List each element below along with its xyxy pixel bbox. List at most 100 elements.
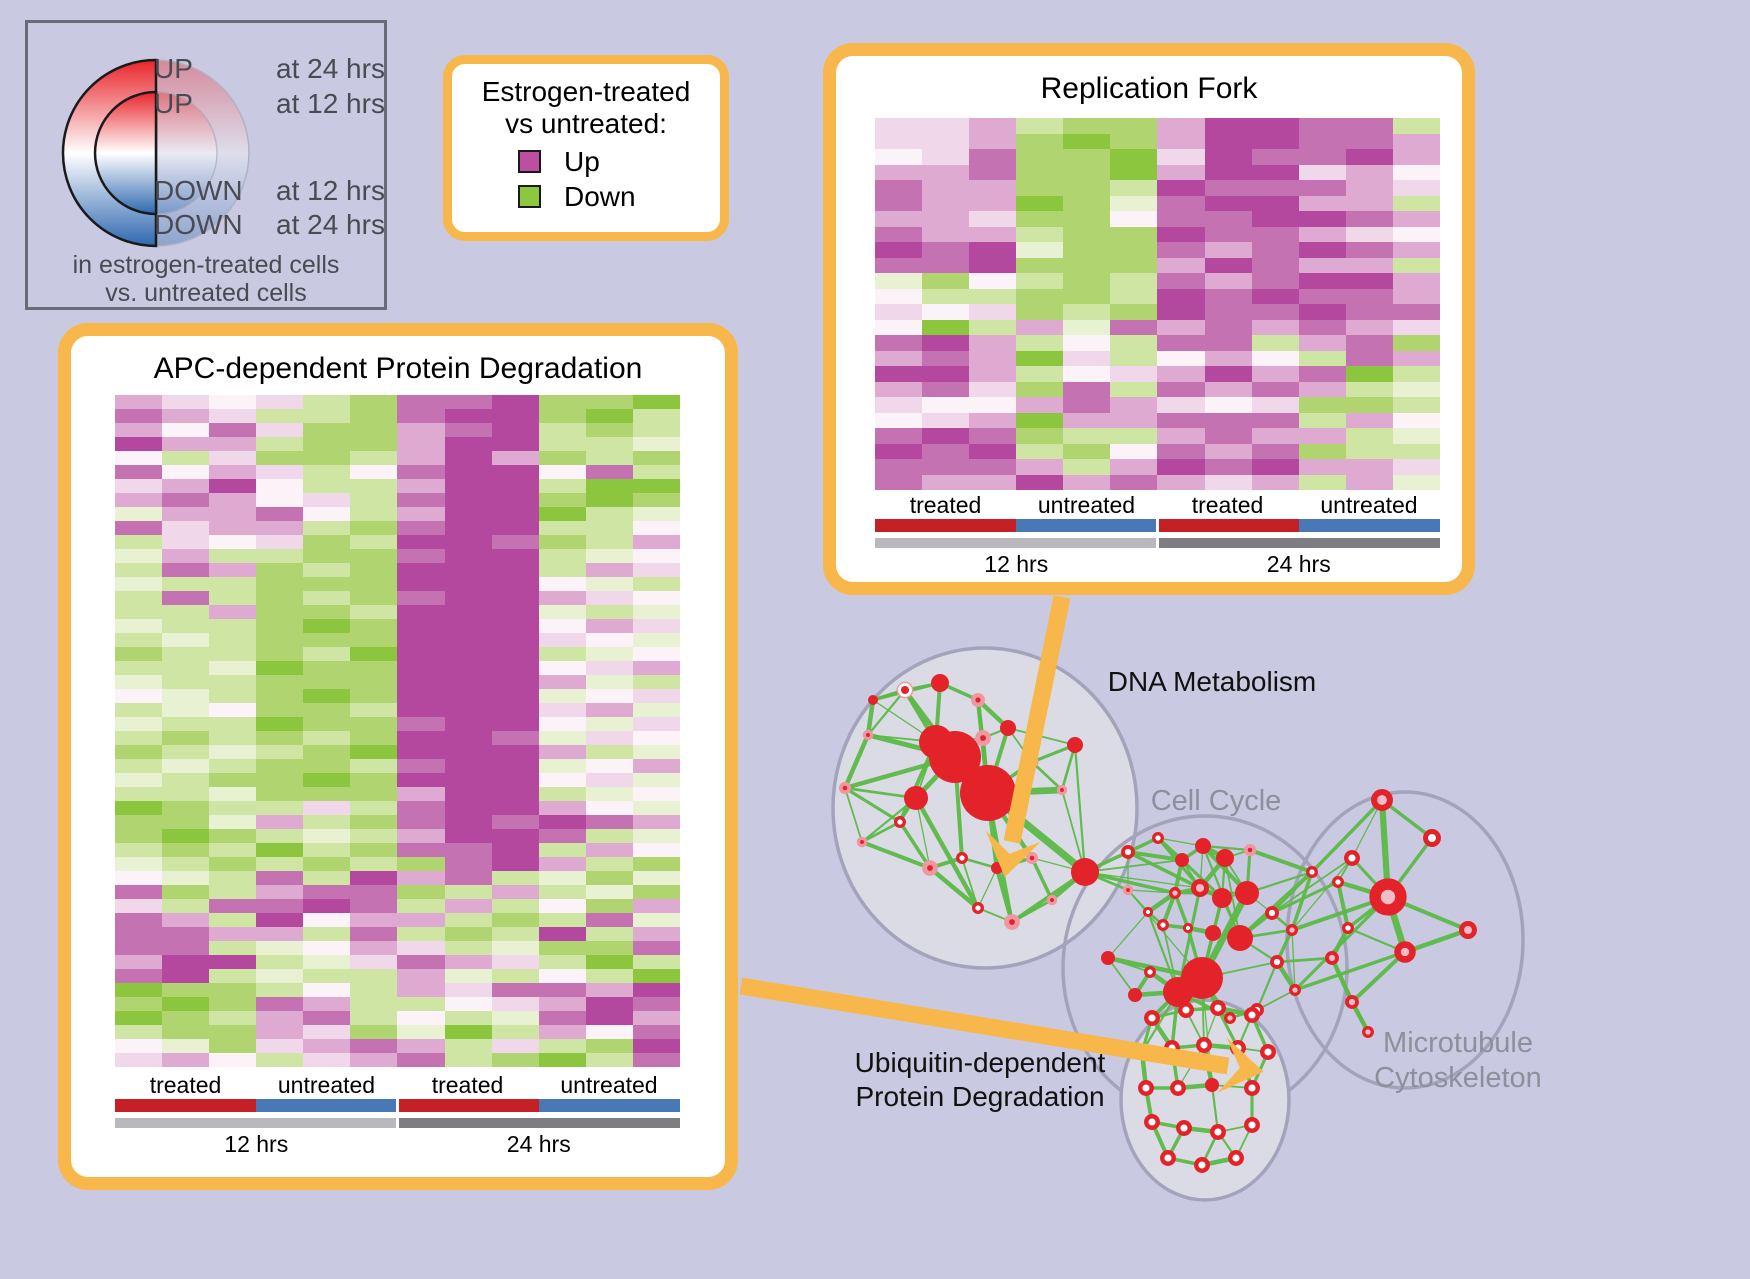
heatmap-cell (1345, 381, 1393, 397)
time-label-24: 24 hrs (1266, 551, 1331, 577)
heatmap-cell (1110, 350, 1158, 366)
network-node-big-pink (1369, 878, 1407, 916)
heatmap-cell (444, 773, 492, 787)
heatmap-cell (1392, 319, 1440, 335)
concentric-circles-diagram (61, 58, 250, 248)
condition-bar (875, 519, 1440, 532)
heatmap-cell (491, 815, 539, 829)
treated-bar (399, 1099, 539, 1112)
heatmap-cell (1016, 242, 1064, 258)
heatmap-cell (538, 913, 586, 927)
heatmap-cell (1204, 443, 1252, 459)
heatmap-cell (1016, 319, 1064, 335)
heatmap-cell (256, 661, 304, 675)
heatmap-cell (303, 507, 351, 521)
heatmap-cell (303, 815, 351, 829)
heatmap-cell (256, 423, 304, 437)
heatmap-cell (1157, 381, 1205, 397)
network-node-white-ring (1142, 906, 1154, 918)
heatmap-cell (397, 563, 445, 577)
heatmap-cell (303, 675, 351, 689)
heatmap-cell (538, 395, 586, 409)
heatmap-cell (585, 815, 633, 829)
heatmap-cell (632, 465, 680, 479)
heatmap-cell (875, 273, 923, 289)
updown-legend-title-line2: vs untreated: (505, 108, 667, 139)
heatmap-cell (397, 703, 445, 717)
heatmap-cell (115, 577, 163, 591)
heatmap-cell (969, 242, 1017, 258)
up-label: Up (564, 146, 600, 177)
heatmap-cell (444, 563, 492, 577)
heatmap-cell (969, 443, 1017, 459)
heatmap-cell (875, 335, 923, 351)
heatmap-cell (209, 871, 257, 885)
heatmap-cell (444, 1025, 492, 1039)
heatmap-cell (1016, 335, 1064, 351)
network-edge (1276, 956, 1333, 964)
heatmap-cell (115, 871, 163, 885)
heatmap-cell (1063, 164, 1111, 180)
heatmap-cell (632, 1039, 680, 1053)
heatmap-cell (1251, 335, 1299, 351)
heatmap-cell (875, 257, 923, 273)
network-node-halo (838, 781, 852, 795)
replication-fork-group-labels: treated untreated treated untreated (875, 492, 1440, 519)
heatmap-cell (256, 745, 304, 759)
heatmap-cell (1157, 319, 1205, 335)
network-edge (1107, 911, 1149, 959)
heatmap-cell (397, 1039, 445, 1053)
heatmap-cell (585, 997, 633, 1011)
heatmap-cell (491, 689, 539, 703)
heatmap-cell (1345, 288, 1393, 304)
legend-word-up-12: UP (154, 88, 193, 119)
network-node-pink-ring (1286, 924, 1298, 936)
heatmap-cell (256, 605, 304, 619)
heatmap-cell (585, 507, 633, 521)
heatmap-cell (256, 507, 304, 521)
heatmap-cell (1204, 288, 1252, 304)
heatmap-cell (303, 983, 351, 997)
network-node-white-ring (1144, 1010, 1160, 1026)
heatmap-cell (632, 451, 680, 465)
heatmap-cell (1392, 180, 1440, 196)
network-node-white-ring (1306, 866, 1318, 878)
replication-fork-title: Replication Fork (1040, 72, 1258, 105)
heatmap-cell (1298, 459, 1346, 475)
heatmap-cell (538, 675, 586, 689)
heatmap-cell (303, 479, 351, 493)
heatmap-cell (303, 1053, 351, 1067)
heatmap-cell (538, 451, 586, 465)
heatmap-cell (538, 745, 586, 759)
heatmap-cell (444, 605, 492, 619)
heatmap-cell (350, 675, 398, 689)
heatmap-cell (209, 577, 257, 591)
heatmap-cell (1157, 428, 1205, 444)
heatmap-cell (397, 507, 445, 521)
heatmap-cell (491, 927, 539, 941)
heatmap-cell (969, 319, 1017, 335)
heatmap-cell (538, 465, 586, 479)
heatmap-cell (162, 633, 210, 647)
network-node-white-ring (1342, 922, 1354, 934)
heatmap-cell (1298, 118, 1346, 134)
heatmap-cell (444, 591, 492, 605)
heatmap-cell (491, 605, 539, 619)
heatmap-cell (922, 195, 970, 211)
heatmap-cell (350, 745, 398, 759)
heatmap-cell (1204, 350, 1252, 366)
time-bar (875, 538, 1440, 548)
heatmap-cell (444, 717, 492, 731)
heatmap-cell (162, 689, 210, 703)
heatmap-cell (350, 563, 398, 577)
heatmap-cell (1063, 397, 1111, 413)
heatmap-cell (256, 843, 304, 857)
annotation-arrow-head (1217, 1037, 1264, 1093)
heatmap-cell (256, 493, 304, 507)
condition-bar (115, 1099, 680, 1112)
heatmap-cell (538, 871, 586, 885)
network-edge (1084, 870, 1176, 895)
heatmap-cell (1204, 397, 1252, 413)
heatmap-cell (1251, 164, 1299, 180)
heatmap-cell (632, 577, 680, 591)
